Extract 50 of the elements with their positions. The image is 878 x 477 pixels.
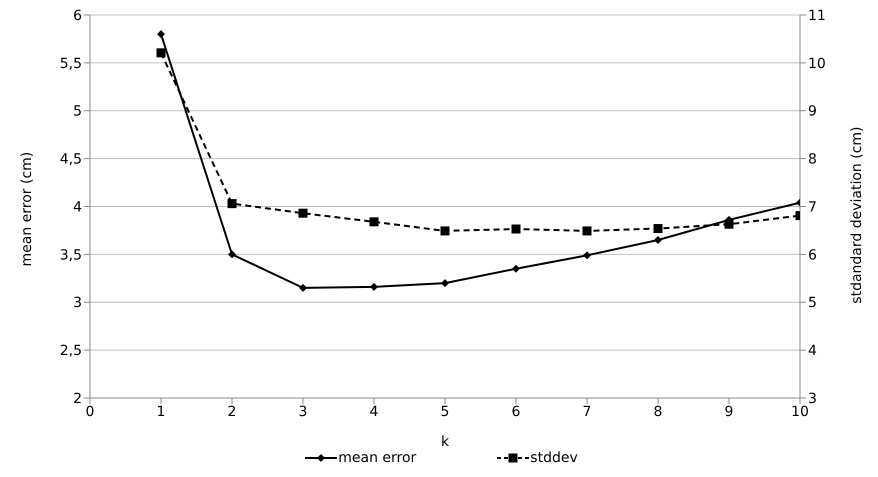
x-tick-label: 9 [724, 404, 734, 420]
point [370, 217, 378, 226]
point [441, 279, 449, 288]
x-tick-label: 6 [512, 404, 521, 420]
y2-tick-label: 5 [808, 295, 817, 312]
legend-label: stddev [530, 450, 578, 466]
y2-tick-label: 7 [808, 199, 817, 216]
y-tick-label: 5,5 [60, 56, 82, 72]
y2-tick-label: 8 [808, 152, 817, 168]
x-tick-label: 8 [654, 404, 662, 420]
point [582, 226, 592, 236]
y-tick-label: 3,5 [60, 247, 82, 264]
legend-label: mean error [338, 450, 416, 466]
x-tick-label: 7 [582, 404, 592, 420]
y2-tick-label: 11 [808, 8, 826, 24]
y-tick-label: 4,5 [60, 152, 82, 168]
x-tick-label: 4 [370, 404, 379, 420]
y-tick-label: 6 [73, 8, 82, 24]
y-axis-title: mean error (cm) [18, 152, 35, 266]
point [298, 208, 308, 218]
y2-tick-label: 10 [808, 56, 826, 72]
x-tick-label: 0 [86, 404, 94, 420]
point [512, 264, 520, 273]
y-tick-label: 2 [73, 390, 82, 407]
point [370, 282, 378, 291]
y-tick-label: 5 [73, 104, 82, 120]
x-tick-label: 5 [440, 404, 450, 420]
point [654, 236, 662, 244]
point [512, 224, 520, 234]
x-axis-title: k [440, 434, 450, 450]
point [299, 284, 307, 292]
y2-tick-label: 9 [808, 104, 817, 120]
point [156, 48, 166, 58]
y2-tick-label: 3 [808, 390, 817, 407]
point [228, 199, 236, 208]
point [440, 226, 450, 236]
point [157, 30, 165, 38]
x-tick-label: 1 [156, 404, 166, 420]
x-tick-label: 10 [791, 404, 809, 420]
x-tick-label: 2 [228, 404, 236, 420]
point [228, 250, 236, 258]
y2-tick-label: 4 [808, 343, 817, 360]
y-tick-label: 4 [73, 199, 82, 216]
point [654, 224, 662, 234]
y-tick-label: 3 [73, 295, 82, 312]
y2-tick-label: 6 [808, 247, 817, 264]
x-tick-label: 3 [298, 404, 308, 420]
point [583, 251, 591, 260]
y-tick-label: 2,5 [60, 343, 82, 360]
y2-axis-title: stdandard deviation (cm) [848, 126, 865, 304]
